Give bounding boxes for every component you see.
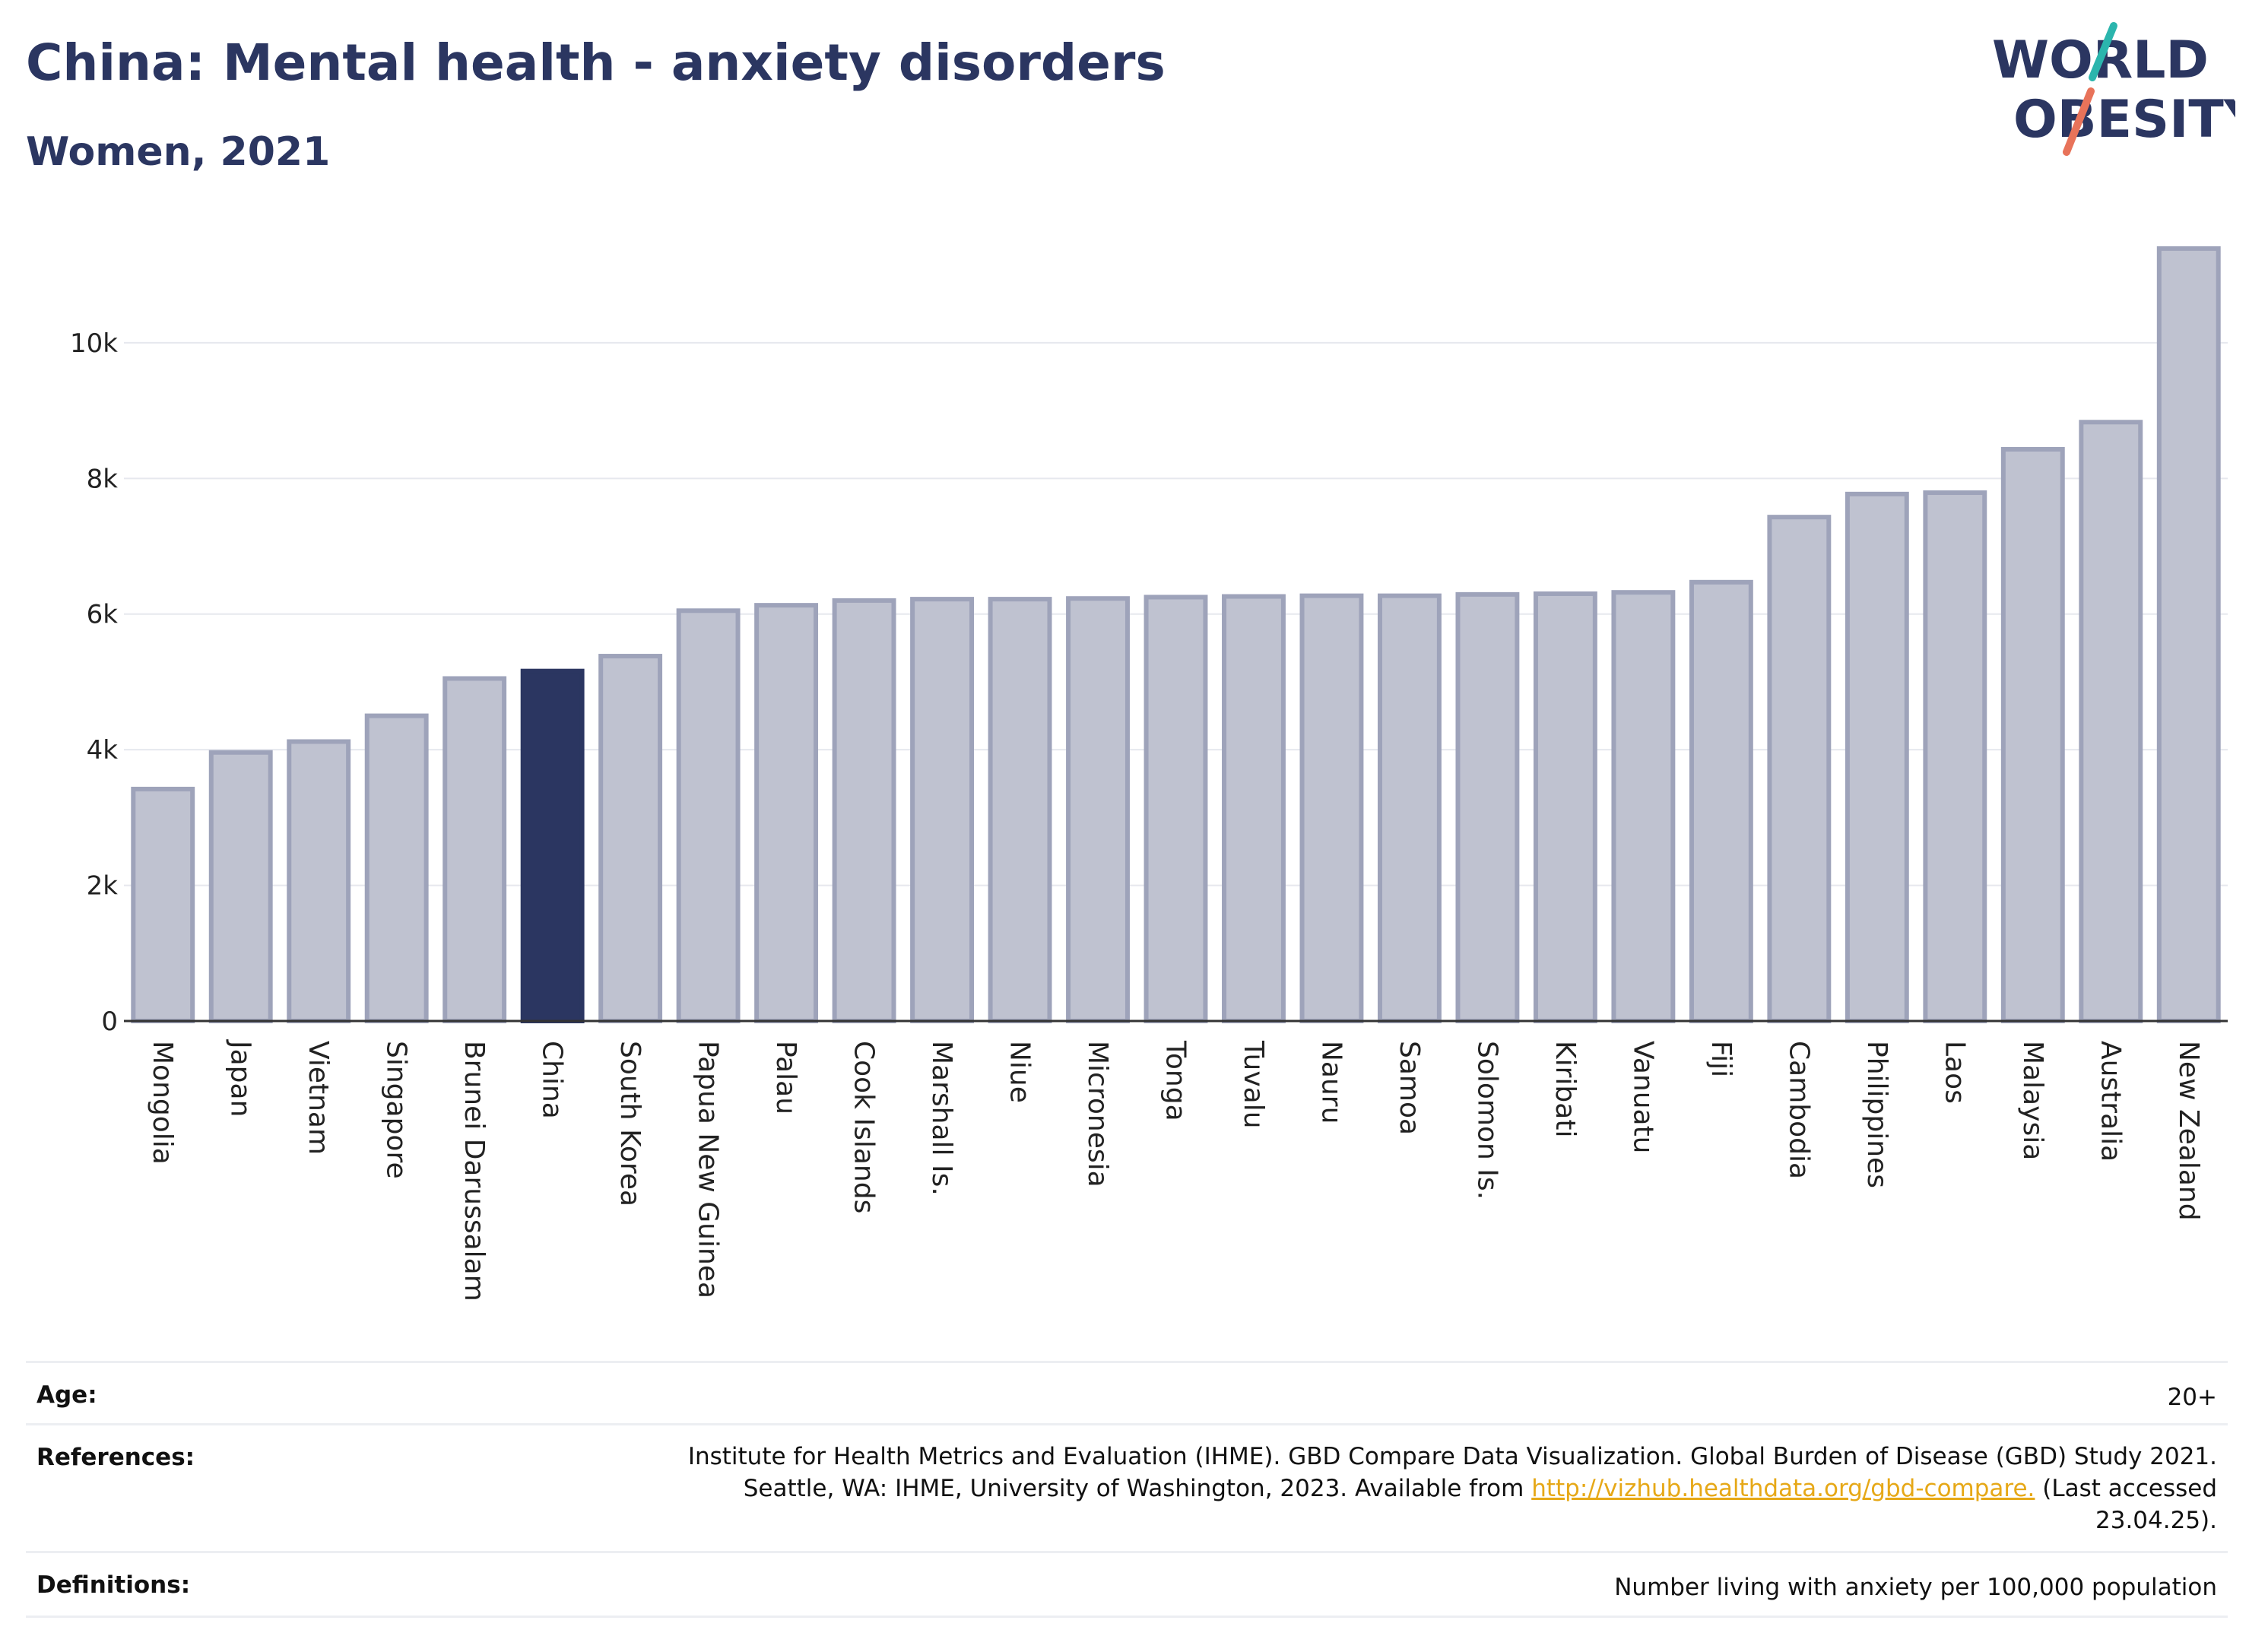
bar-laos[interactable]: [1923, 490, 1987, 1023]
bar-tonga[interactable]: [1144, 595, 1208, 1023]
y-tick-label: 2k: [87, 871, 119, 902]
age-label: Age:: [36, 1381, 97, 1409]
x-tick-label: Mongolia: [147, 1041, 178, 1165]
bar-singapore[interactable]: [364, 713, 429, 1023]
bar-philippines[interactable]: [1845, 491, 1909, 1023]
x-tick-label: Brunei Darussalam: [458, 1041, 490, 1302]
x-tick-label: South Korea: [614, 1041, 646, 1206]
references-link[interactable]: http://vizhub.healthdata.org/gbd-compare…: [1531, 1475, 2035, 1502]
references-line-2: Seattle, WA: IHME, University of Washing…: [688, 1473, 2217, 1505]
x-tick-label: Micronesia: [1082, 1041, 1113, 1187]
references-value: Institute for Health Metrics and Evaluat…: [688, 1441, 2217, 1536]
bar-solomon-is[interactable]: [1455, 591, 1520, 1023]
bar-niue[interactable]: [988, 597, 1052, 1023]
bar-micronesia[interactable]: [1066, 596, 1130, 1023]
bar-malaysia[interactable]: [2000, 446, 2065, 1023]
axes: 0 2k 4k 6k 8k 10k Mongolia Japan Vietnam Singapor…: [70, 328, 2228, 1302]
x-tick-label: Solomon Is.: [1471, 1041, 1502, 1200]
x-tick-label: Nauru: [1315, 1041, 1347, 1124]
bar-south-korea[interactable]: [598, 654, 663, 1023]
x-tick-label: Cambodia: [1783, 1041, 1814, 1179]
x-tick-label: Vietnam: [303, 1041, 334, 1155]
bar-cambodia[interactable]: [1767, 515, 1832, 1023]
info-row-references: References: Institute for Health Metrics…: [26, 1423, 2228, 1553]
bar-cook-islands[interactable]: [832, 598, 896, 1023]
bar-samoa[interactable]: [1378, 593, 1442, 1023]
y-tick-label: 6k: [87, 600, 119, 630]
references-line-1: Institute for Health Metrics and Evaluat…: [687, 1443, 2217, 1470]
bar-australia[interactable]: [2079, 420, 2143, 1023]
x-tick-label: New Zealand: [2173, 1041, 2204, 1221]
bar-tuvalu[interactable]: [1222, 594, 1286, 1023]
x-tick-label: Laos: [1939, 1041, 1970, 1104]
x-tick-label: Samoa: [1394, 1041, 1425, 1135]
x-tick-label: Cook Islands: [849, 1041, 880, 1213]
references-label: References:: [36, 1444, 195, 1471]
y-tick-label: 10k: [70, 328, 118, 359]
x-tick-label: Marshall Is.: [926, 1041, 957, 1196]
bar-nauru[interactable]: [1299, 593, 1364, 1023]
bar-mongolia[interactable]: [131, 786, 195, 1024]
x-tick-label: Singapore: [381, 1041, 412, 1179]
logo-slash-coral: [2063, 87, 2095, 156]
x-tick-label: Malaysia: [2017, 1041, 2048, 1160]
y-tick-label: 8k: [87, 464, 119, 494]
x-tick-label: Tuvalu: [1238, 1040, 1269, 1129]
x-tick-label: Japan: [225, 1039, 256, 1117]
chart-title: China: Mental health - anxiety disorders: [26, 33, 1166, 92]
bars: [131, 246, 2221, 1024]
info-row-definitions: Definitions: Number living with anxiety …: [26, 1551, 2228, 1618]
y-tick-label: 4k: [87, 735, 119, 766]
x-tick-label: China: [537, 1041, 568, 1119]
bar-japan[interactable]: [208, 750, 273, 1023]
chart-subtitle: Women, 2021: [26, 129, 331, 175]
bar-china[interactable]: [520, 668, 585, 1024]
bar-vanuatu[interactable]: [1611, 590, 1676, 1023]
x-tick-label: Kiribati: [1550, 1041, 1581, 1137]
bar-fiji[interactable]: [1689, 579, 1753, 1023]
definitions-label: Definitions:: [36, 1571, 191, 1599]
bar-papua-new-guinea[interactable]: [676, 608, 741, 1023]
references-line-3: 23.04.25).: [2095, 1507, 2217, 1534]
bar-marshall-is[interactable]: [910, 597, 974, 1023]
bar-palau[interactable]: [754, 603, 819, 1023]
bar-chart: 0 2k 4k 6k 8k 10k Mongolia Japan Vietnam Singapor…: [70, 246, 2228, 1302]
bar-kiribati[interactable]: [1533, 591, 1597, 1023]
definitions-value: Number living with anxiety per 100,000 p…: [1614, 1574, 2217, 1601]
logo-line-2: OBESITY: [2013, 90, 2235, 150]
logo-slash-teal: [2089, 22, 2117, 81]
y-tick-label: 0: [101, 1007, 118, 1037]
x-tick-label: Papua New Guinea: [693, 1041, 724, 1298]
bar-brunei-darussalam[interactable]: [443, 676, 507, 1023]
x-tick-label: Philippines: [1861, 1041, 1892, 1188]
info-row-age: Age: 20+: [26, 1361, 2228, 1425]
x-tick-label: Niue: [1004, 1041, 1036, 1103]
x-tick-label: Australia: [2095, 1041, 2126, 1162]
references-line-2-post: (Last accessed: [2035, 1475, 2217, 1502]
age-value: 20+: [2167, 1384, 2217, 1411]
references-line-2-pre: Seattle, WA: IHME, University of Washing…: [743, 1475, 1532, 1502]
x-tick-label: Vanuatu: [1627, 1041, 1658, 1154]
x-tick-label: Fiji: [1705, 1041, 1737, 1077]
world-obesity-logo: WORLD OBESITY: [1992, 22, 2235, 156]
x-tick-label: Palau: [770, 1041, 801, 1115]
bar-new-zealand[interactable]: [2156, 246, 2221, 1024]
x-tick-label: Tonga: [1160, 1040, 1191, 1121]
bar-vietnam[interactable]: [287, 739, 351, 1023]
